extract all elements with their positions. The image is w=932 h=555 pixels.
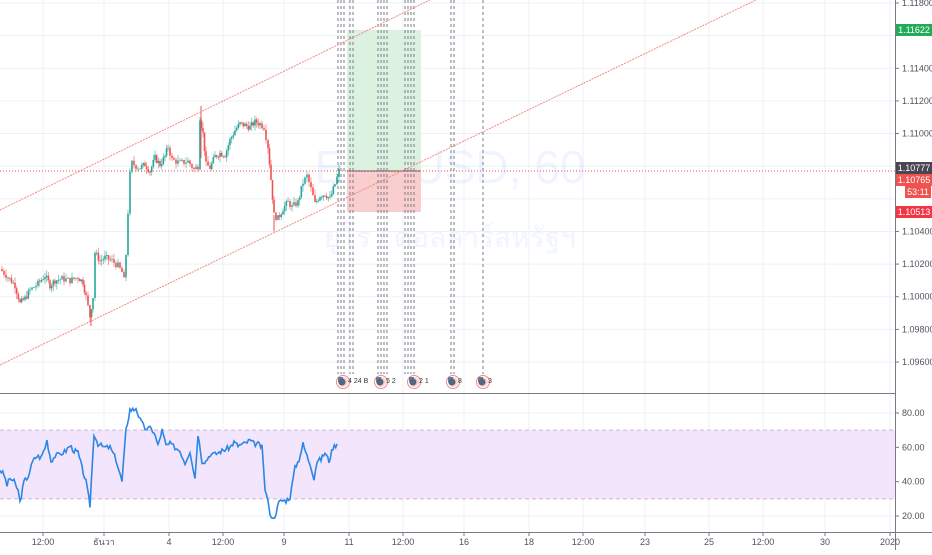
price-tick-label: 1.10400 xyxy=(902,226,932,236)
time-tick-label: 11 xyxy=(344,537,353,547)
price-tick-label: 1.09800 xyxy=(902,324,932,334)
price-tick-label: 1.10200 xyxy=(902,259,932,269)
event-label: 5 2 xyxy=(386,378,396,385)
rsi-tick-label: 60.00 xyxy=(902,442,925,452)
current-price-label: 1.10765 xyxy=(898,175,931,185)
time-tick-label: 16 xyxy=(459,537,469,547)
event-label: 2 1 xyxy=(419,378,429,385)
price-tag-stop: 1.10513 xyxy=(896,206,932,218)
event-label: 8 xyxy=(458,378,462,385)
time-tick-label: 2020 xyxy=(880,537,900,547)
time-tick-label: 25 xyxy=(704,537,714,547)
event-label: 3 xyxy=(488,378,492,385)
price-tick-label: 1.11400 xyxy=(902,63,932,73)
price-tick-label: 1.11000 xyxy=(902,129,932,139)
candlestick-series[interactable] xyxy=(1,105,340,327)
price-tick-label: 1.09600 xyxy=(902,357,932,367)
rsi-tick-label: 20.00 xyxy=(902,511,925,521)
economic-event-marker[interactable]: 5 2 xyxy=(374,375,396,389)
bar-countdown: 53:11 xyxy=(905,186,931,198)
economic-event-marker[interactable]: 4 24 B xyxy=(336,375,369,389)
parallel-channel[interactable] xyxy=(0,0,757,366)
time-tick-label: 30 xyxy=(820,537,830,547)
rsi-tick-label: 80.00 xyxy=(902,408,925,418)
price-axis[interactable]: 1.11800 1.11400 1.11200 1.11000 1.10400 1.102… xyxy=(895,0,932,550)
event-label: 4 24 B xyxy=(348,378,369,385)
price-tag-current: 1.10765 xyxy=(896,174,932,186)
event-lines xyxy=(337,0,484,374)
price-tick-label: 1.11200 xyxy=(902,96,932,106)
event-markers[interactable]: 4 24 B 5 2 2 1 8 3 xyxy=(336,375,493,389)
price-tick-label: 1.10000 xyxy=(902,292,932,302)
time-tick-label: 12:00 xyxy=(212,537,235,547)
target-price-label: 1.11622 xyxy=(898,25,930,35)
time-tick-label: 12:00 xyxy=(392,537,415,547)
channel-upper-line[interactable] xyxy=(0,0,440,211)
stop-price-label: 1.10513 xyxy=(898,207,931,217)
price-tick-label: 1.11800 xyxy=(902,0,932,8)
channel-lower-line[interactable] xyxy=(0,0,757,366)
time-tick-label: ธันวา xyxy=(93,537,115,547)
countdown-label: 53:11 xyxy=(907,187,929,197)
time-tick-label: 23 xyxy=(640,537,650,547)
watermark-subtitle: ยูโร / ดอลลาร์สหรัฐฯ xyxy=(324,221,576,255)
economic-event-marker[interactable]: 2 1 xyxy=(407,375,429,389)
rsi-line[interactable] xyxy=(0,406,338,520)
profit-zone[interactable] xyxy=(347,30,421,171)
time-tick-label: 4 xyxy=(166,537,171,547)
time-tick-label: 12:00 xyxy=(32,537,55,547)
time-axis[interactable]: 12:00 ธันวา 4 12:00 9 11 12:00 16 18 12:00 23 25 12:… xyxy=(0,532,932,547)
time-tick-label: 12:00 xyxy=(752,537,775,547)
time-tick-label: 12:00 xyxy=(572,537,595,547)
rsi-tick-label: 40.00 xyxy=(902,477,925,487)
time-tick-label: 9 xyxy=(281,537,286,547)
price-tag-target: 1.11622 xyxy=(896,24,932,36)
time-tick-label: 18 xyxy=(524,537,534,547)
economic-event-marker[interactable]: 8 xyxy=(446,375,463,389)
rsi-band xyxy=(0,429,895,500)
last-close-label: 1.10777 xyxy=(898,163,931,173)
main-pane[interactable] xyxy=(0,0,895,393)
economic-event-marker[interactable]: 3 xyxy=(476,375,493,389)
price-tag-last-close: 1.10777 xyxy=(896,162,932,174)
